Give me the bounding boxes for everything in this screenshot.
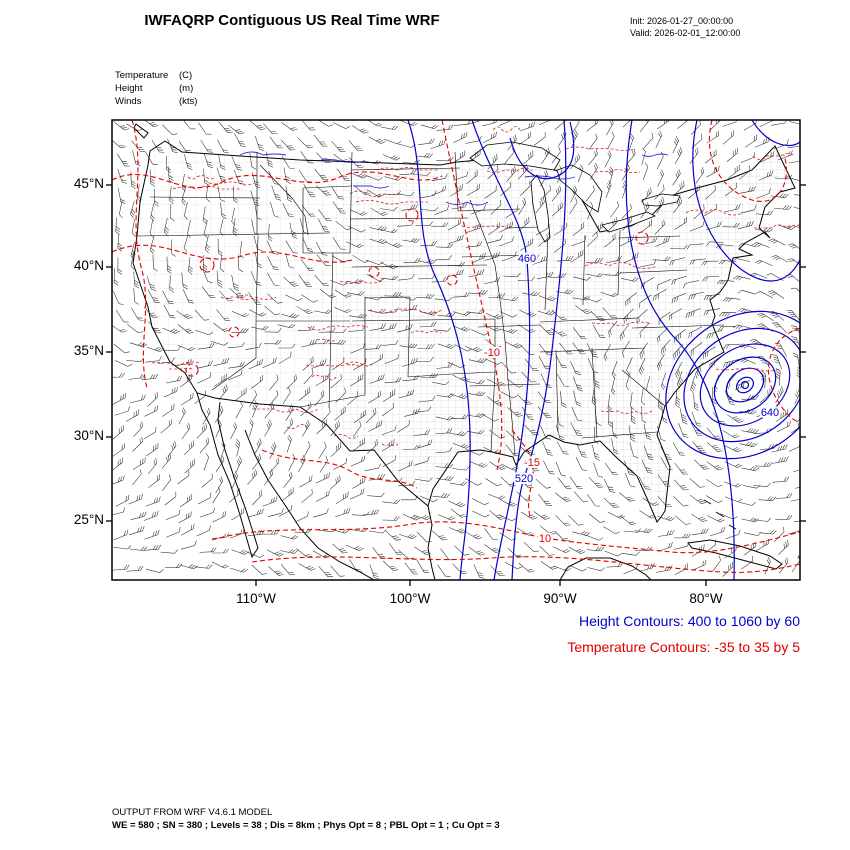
lat-label: 30°N [73,428,104,443]
contour-label-520: 520 [515,473,533,485]
lat-label: 35°N [73,343,104,358]
contour-labels: 460 520 640 -10 -15 10 [482,251,781,547]
lon-label: 90°W [543,591,577,606]
lat-label: 40°N [73,258,104,273]
mexico-caribbean-outline [133,123,783,580]
field-legend: Temperature (C) Height (m) Winds (kts) [115,69,197,108]
map-frame [111,119,801,581]
contour-label--10: -10 [484,347,500,359]
height-contour-fragments [239,151,669,206]
legend-winds: Winds (kts) [115,96,198,107]
init-time: Init: 2026-01-27_00:00:00 [630,16,734,26]
county-texture [133,141,795,522]
low-center-marker [740,380,750,390]
contour-fragments [151,126,800,446]
contour-label-460: 460 [518,253,536,265]
contour-label-10: 10 [539,533,551,545]
height-contours [407,120,800,580]
model-version-line: OUTPUT FROM WRF V4.6.1 MODEL [112,807,273,818]
axis-ticks [106,184,806,586]
temperature-contours [112,120,800,573]
lake-huron [556,164,603,213]
temperature-contours-note: Temperature Contours: -35 to 35 by 5 [567,639,800,655]
lat-label: 45°N [73,176,104,191]
lon-label: 100°W [389,591,431,606]
lon-label: 110°W [236,591,276,606]
lat-label: 25°N [73,512,104,527]
model-config-line: WE = 580 ; SN = 380 ; Levels = 38 ; Dis … [112,820,500,831]
legend-temperature: Temperature (C) [115,70,193,81]
contour-label--15: -15 [524,457,540,469]
legend-height: Height (m) [115,83,194,94]
great-lakes [469,141,681,243]
valid-time: Valid: 2026-02-01_12:00:00 [630,28,741,38]
weather-map: 460 520 640 -10 -15 10 [106,119,806,586]
lon-label: 80°W [689,591,723,606]
lake-michigan [530,174,551,243]
temperature-contour-fragments [151,126,800,446]
init-valid-block: Init: 2026-01-27_00:00:00 Valid: 2026-02… [630,15,740,39]
plot-title: IWFAQRP Contiguous US Real Time WRF [144,12,440,29]
model-output-footer: OUTPUT FROM WRF V4.6.1 MODEL WE = 580 ; … [112,806,500,832]
map-interior: 460 520 640 -10 -15 10 [112,120,800,580]
contour-label-640: 640 [761,407,779,419]
wind-barb-field [112,120,800,580]
height-contours-note: Height Contours: 400 to 1060 by 60 [578,613,800,629]
wind-barbs [112,120,800,580]
lake-superior [469,141,561,171]
